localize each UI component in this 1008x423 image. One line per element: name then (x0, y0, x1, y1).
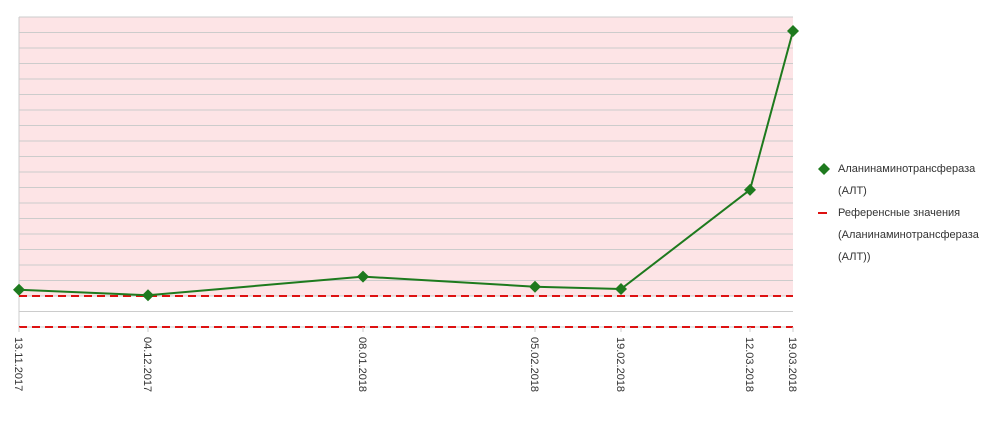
legend-item: Референсные значения (Аланинаминотрансфе… (818, 202, 998, 268)
legend-marker (818, 212, 827, 214)
legend-label: Аланинаминотрансфераза (АЛТ) (838, 163, 976, 197)
point (615, 283, 627, 296)
point (357, 270, 369, 283)
point (744, 183, 756, 196)
x-tick-label: 19.02.2018 (614, 337, 626, 392)
legend-marker (818, 163, 830, 175)
legend-label: Референсные значения (Аланинаминотрансфе… (838, 207, 979, 263)
legend: Аланинаминотрансфераза (АЛТ) Референсные… (818, 158, 998, 268)
x-tick-label: 19.03.2018 (786, 337, 798, 392)
point (13, 283, 25, 296)
point (787, 24, 799, 37)
point (142, 289, 154, 302)
x-tick-label: 04.12.2017 (141, 337, 153, 392)
point (529, 280, 541, 293)
x-tick-label: 05.02.2018 (528, 337, 540, 392)
x-tick-label: 08.01.2018 (356, 337, 368, 392)
x-tick-label: 13.11.2017 (12, 337, 24, 391)
x-tick-label: 12.03.2018 (743, 337, 755, 392)
legend-item: Аланинаминотрансфераза (АЛТ) (818, 158, 998, 202)
